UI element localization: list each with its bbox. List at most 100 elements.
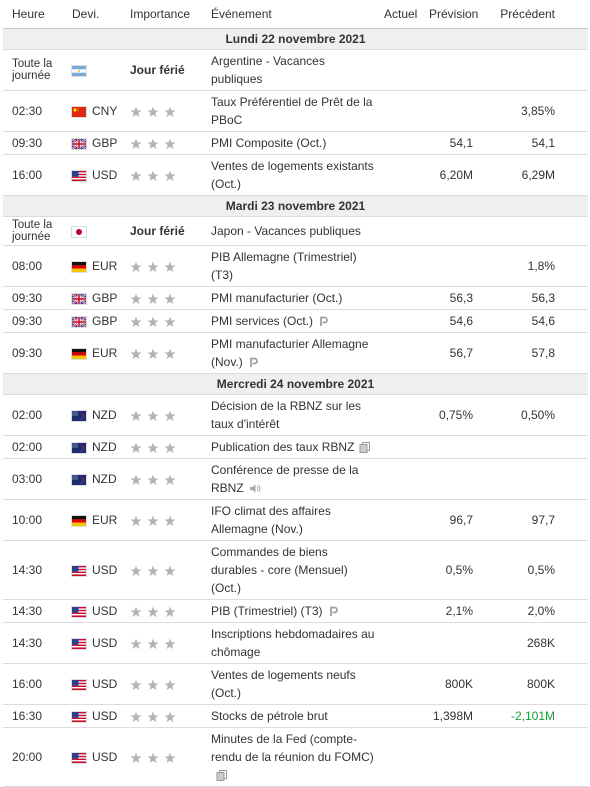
previous-value: 56,3 <box>531 291 555 305</box>
flag <box>71 137 87 150</box>
actual <box>375 90 420 132</box>
time: 02:00 <box>3 435 63 459</box>
star <box>147 565 159 576</box>
flag-part <box>82 447 85 449</box>
flag <box>71 64 87 77</box>
importance <box>121 131 202 155</box>
currency <box>63 49 121 91</box>
event-row: 14:30 USD PIB (Trimestriel) (T3) 2,1% 2,0% <box>3 599 588 623</box>
star <box>147 106 159 117</box>
event-icon <box>320 316 328 327</box>
forecast <box>420 727 480 787</box>
flag <box>71 637 87 650</box>
flag <box>71 441 87 454</box>
currency: USD <box>63 599 121 623</box>
actual <box>375 154 420 196</box>
flag-part <box>72 170 79 177</box>
importance <box>121 286 202 310</box>
forecast: 56,3 <box>420 286 480 310</box>
actual <box>375 332 420 374</box>
event-name: Taux Préférentiel de Prêt de la PBoC <box>211 95 373 127</box>
currency: EUR <box>63 332 121 374</box>
flag-part <box>72 352 86 356</box>
event: Décision de la RBNZ sur les taux d'intér… <box>202 394 375 436</box>
star <box>164 515 176 526</box>
event-name: PIB Allemagne (Trimestriel) (T3) <box>211 250 357 282</box>
time: 14:30 <box>3 599 63 623</box>
flag-part <box>72 615 86 617</box>
previous: 56,3 <box>480 286 588 310</box>
flag-part <box>72 606 86 609</box>
flag <box>71 514 87 527</box>
currency-code: USD <box>92 750 118 764</box>
currency: NZD <box>63 435 121 459</box>
flag-part <box>72 679 86 682</box>
star <box>164 348 176 359</box>
star <box>130 138 142 149</box>
flag <box>71 169 87 182</box>
currency-code: EUR <box>92 259 118 273</box>
importance <box>121 154 202 196</box>
flag-part <box>72 679 79 686</box>
time: 16:00 <box>3 154 63 196</box>
previous-value: -2,101M <box>510 709 555 723</box>
currency-code: GBP <box>92 314 118 328</box>
currency-code: NZD <box>92 408 117 422</box>
star <box>147 138 159 149</box>
flag-part <box>78 69 80 72</box>
column-header: Devi. <box>63 0 121 29</box>
forecast-value: 6,20M <box>439 168 473 182</box>
flag-part <box>72 442 86 453</box>
previous <box>480 727 588 787</box>
star <box>164 565 176 576</box>
currency: GBP <box>63 131 121 155</box>
forecast-value: 54,1 <box>449 136 473 150</box>
flag-part <box>72 261 86 266</box>
flag <box>71 347 87 360</box>
flag-part <box>81 477 83 479</box>
forecast: 54,1 <box>420 131 480 155</box>
forecast: 6,20M <box>420 154 480 196</box>
importance <box>121 245 202 287</box>
previous: 0,5% <box>480 540 588 600</box>
date-row: Lundi 22 novembre 2021 <box>3 28 588 50</box>
flag-part <box>72 515 86 520</box>
forecast: 0,5% <box>420 540 480 600</box>
star <box>164 261 176 272</box>
importance-stars <box>130 442 176 453</box>
event-name: PMI manufacturier Allemagne (Nov.) <box>211 337 369 369</box>
forecast-value: 96,7 <box>449 513 473 527</box>
flag-part <box>72 565 86 576</box>
flag <box>71 409 87 422</box>
event-row: 03:00 NZD Conférence de presse de la RBNZ <box>3 458 588 500</box>
currency-code: USD <box>92 168 118 182</box>
event-icon <box>249 484 261 493</box>
flag-part <box>72 522 86 526</box>
currency-code: EUR <box>92 513 118 527</box>
event-row: 02:00 NZD Publication des taux RBNZ <box>3 435 588 459</box>
currency-code: EUR <box>92 346 118 360</box>
previous-value: 97,7 <box>531 513 555 527</box>
event: Conférence de presse de la RBNZ <box>202 458 375 500</box>
currency: USD <box>63 727 121 787</box>
time: 20:00 <box>3 727 63 787</box>
actual <box>375 49 420 91</box>
date-row: Mardi 23 novembre 2021 <box>3 195 588 217</box>
flag-part <box>72 268 86 272</box>
star <box>147 261 159 272</box>
flag-part <box>72 298 86 300</box>
star <box>147 679 159 690</box>
event-name: Ventes de logements neufs (Oct.) <box>211 668 356 700</box>
previous-value: 1,8% <box>527 259 555 273</box>
flag-part <box>72 638 79 645</box>
currency: USD <box>63 663 121 705</box>
event: Ventes de logements existants (Oct.) <box>202 154 375 196</box>
currency-code: CNY <box>92 104 118 118</box>
flag-part <box>72 143 86 145</box>
importance <box>121 458 202 500</box>
actual <box>375 727 420 787</box>
event-name: PMI services (Oct.) <box>211 314 314 328</box>
actual <box>375 458 420 500</box>
forecast <box>420 49 480 91</box>
previous-value: 54,6 <box>531 314 555 328</box>
